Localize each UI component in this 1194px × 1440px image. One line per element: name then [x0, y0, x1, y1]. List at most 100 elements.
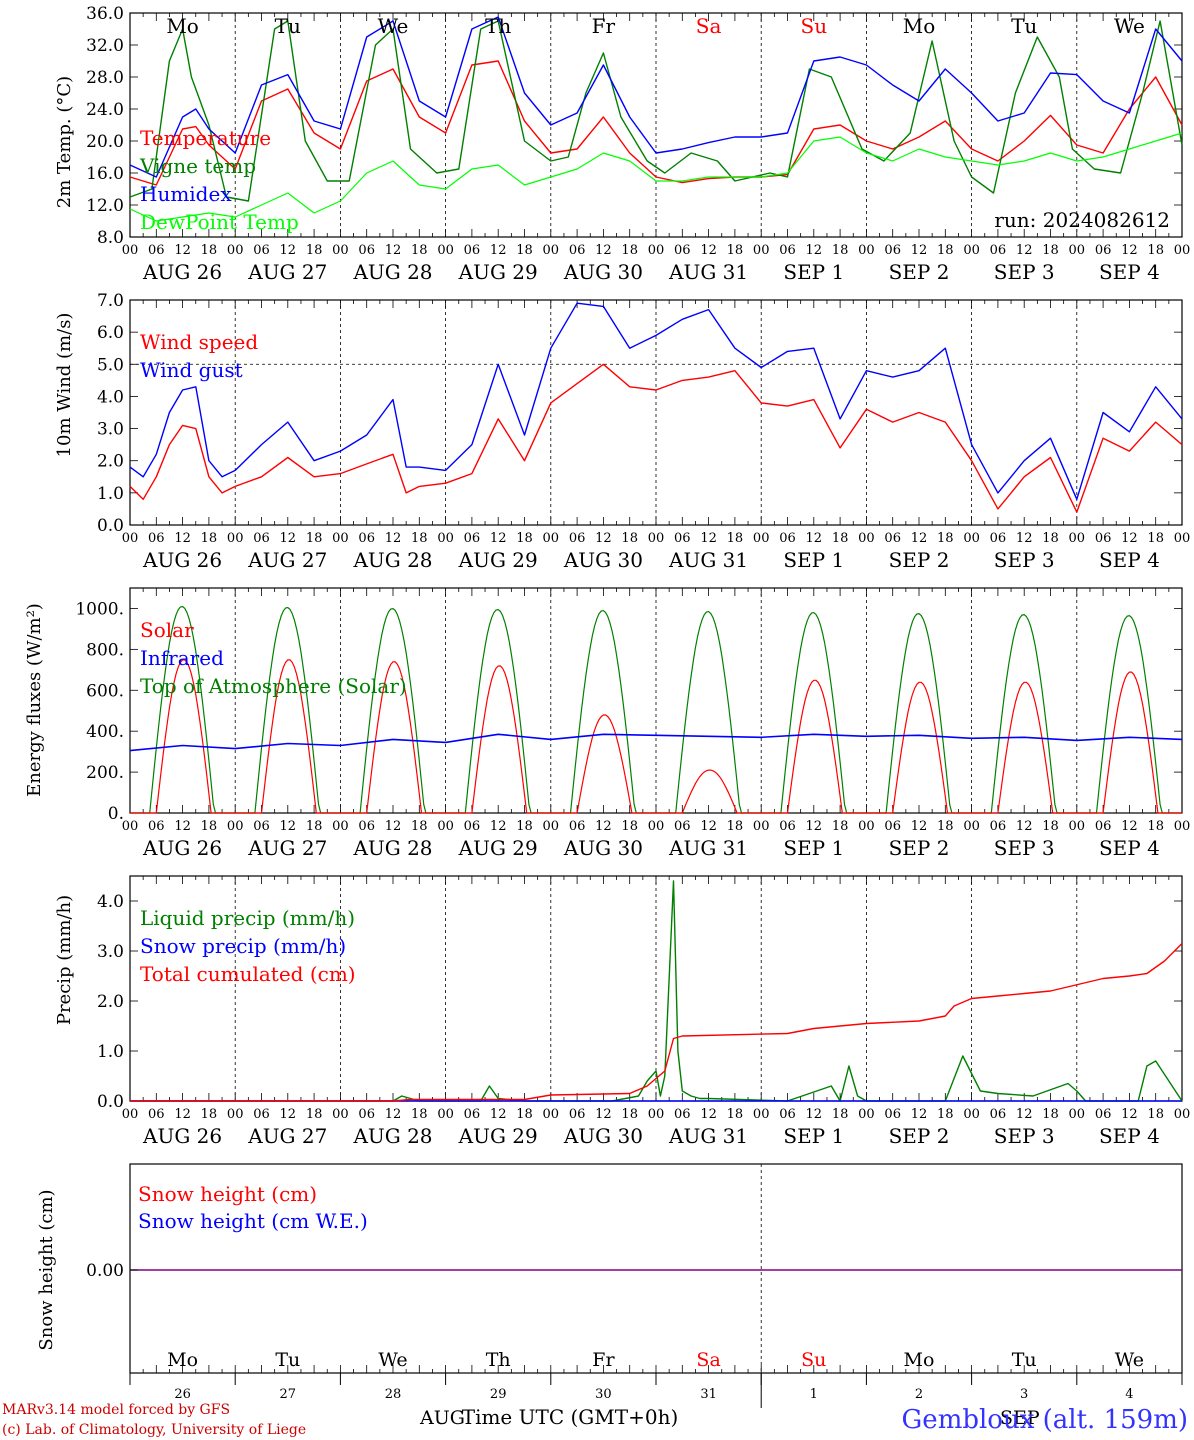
y-tick-label: 2.0 — [97, 452, 124, 472]
hour-tick-label: 00 — [1069, 1107, 1086, 1122]
legend-entry: Total cumulated (cm) — [140, 962, 356, 986]
day-name: Mo — [903, 14, 936, 38]
day-name: Th — [486, 1349, 511, 1371]
hour-tick-label: 12 — [174, 819, 191, 834]
day-name: We — [1115, 1349, 1144, 1371]
hour-tick-label: 18 — [832, 531, 849, 546]
hour-tick-label: 00 — [648, 531, 665, 546]
hour-tick-label: 00 — [332, 1107, 349, 1122]
hour-tick-label: 12 — [806, 1107, 823, 1122]
series-line — [129, 20, 1183, 202]
date-label: AUG 28 — [352, 260, 432, 284]
hour-tick-label: 06 — [464, 819, 481, 834]
hour-tick-label: 18 — [1042, 243, 1059, 258]
hour-tick-label: 06 — [569, 531, 586, 546]
date-label: SEP 4 — [1099, 836, 1160, 860]
day-number: 4 — [1125, 1387, 1133, 1402]
panel-3: 0. 200. 400. 600. 800. 1000. Solar Infrared Top … — [24, 587, 1191, 860]
hour-tick-label: 12 — [490, 819, 507, 834]
hour-tick-label: 12 — [385, 1107, 402, 1122]
hour-tick-label: 12 — [595, 819, 612, 834]
series-line — [129, 363, 1183, 513]
hour-tick-label: 06 — [674, 243, 691, 258]
series-line — [129, 302, 1183, 500]
hour-tick-label: 18 — [1147, 531, 1164, 546]
y-tick-label: 1000. — [75, 599, 124, 619]
hour-tick-label: 00 — [648, 1107, 665, 1122]
hour-tick-label: 00 — [122, 531, 139, 546]
hour-tick-label: 12 — [1016, 243, 1033, 258]
y-tick-label: 2.0 — [97, 992, 124, 1012]
hour-tick-label: 06 — [1095, 531, 1112, 546]
hour-tick-label: 06 — [253, 1107, 270, 1122]
hour-tick-label: 06 — [148, 819, 165, 834]
hour-tick-label: 18 — [937, 819, 954, 834]
legend-entry: Snow height (cm W.E.) — [138, 1209, 368, 1233]
date-label: SEP 2 — [889, 836, 950, 860]
hour-tick-label: 18 — [306, 531, 323, 546]
infrared-line — [129, 733, 1183, 752]
legend-entry: Liquid precip (mm/h) — [140, 906, 355, 930]
day-number: 27 — [280, 1387, 297, 1402]
hour-tick-label: 00 — [963, 531, 980, 546]
date-label: AUG 27 — [247, 260, 327, 284]
hour-tick-label: 18 — [201, 531, 218, 546]
date-label: SEP 1 — [783, 260, 844, 284]
hour-tick-label: 18 — [727, 243, 744, 258]
hour-tick-label: 12 — [385, 819, 402, 834]
date-label: AUG 30 — [563, 260, 643, 284]
y-tick-label: 16.0 — [86, 164, 124, 184]
day-number: 2 — [915, 1387, 923, 1402]
hour-tick-label: 06 — [779, 819, 796, 834]
day-name: Fr — [592, 1349, 615, 1371]
hour-tick-label: 06 — [884, 531, 901, 546]
y-tick-label: 5.0 — [97, 355, 124, 375]
hour-tick-label: 18 — [201, 819, 218, 834]
hour-tick-label: 00 — [122, 243, 139, 258]
hour-tick-label: 00 — [1174, 819, 1191, 834]
y-tick-label: 600. — [86, 681, 124, 701]
panel-5: 0.00 Snow height (cm) Snow height (cm W.E.… — [36, 1163, 1183, 1429]
hour-tick-label: 00 — [1069, 531, 1086, 546]
day-number: 28 — [385, 1387, 402, 1402]
y-tick-label: 4.0 — [97, 387, 124, 407]
hour-tick-label: 12 — [700, 1107, 717, 1122]
date-label: AUG 29 — [458, 836, 538, 860]
hour-tick-label: 06 — [569, 819, 586, 834]
hour-tick-label: 06 — [674, 819, 691, 834]
y-tick-label: 3.0 — [97, 942, 124, 962]
date-label: AUG 27 — [247, 548, 327, 572]
hour-tick-label: 12 — [174, 1107, 191, 1122]
hour-tick-label: 06 — [674, 531, 691, 546]
hour-tick-label: 18 — [411, 1107, 428, 1122]
hour-tick-label: 06 — [779, 531, 796, 546]
hour-tick-label: 00 — [437, 819, 454, 834]
date-label: AUG 31 — [668, 260, 748, 284]
date-label: AUG 28 — [352, 548, 432, 572]
hour-tick-label: 18 — [727, 531, 744, 546]
date-label: SEP 4 — [1099, 260, 1160, 284]
y-tick-label: 4.0 — [97, 892, 124, 912]
day-number: 31 — [700, 1387, 717, 1402]
hour-tick-label: 06 — [464, 1107, 481, 1122]
hour-tick-label: 12 — [595, 243, 612, 258]
y-tick-label: 400. — [86, 722, 124, 742]
hour-tick-label: 06 — [148, 1107, 165, 1122]
hour-tick-label: 00 — [332, 819, 349, 834]
date-label: SEP 2 — [889, 1124, 950, 1148]
date-label: SEP 1 — [783, 1124, 844, 1148]
day-number: 26 — [174, 1387, 191, 1402]
panel-2: 0.0 1.0 2.0 3.0 4.0 5.0 6.0 7.0 Wind speed Wind g… — [54, 291, 1190, 572]
credit-line-1: MARv3.14 model forced by GFS — [2, 1402, 230, 1418]
hour-tick-label: 00 — [963, 1107, 980, 1122]
hour-tick-label: 06 — [358, 819, 375, 834]
hour-tick-label: 00 — [753, 1107, 770, 1122]
hour-tick-label: 06 — [884, 819, 901, 834]
hour-tick-label: 12 — [911, 819, 928, 834]
hour-tick-label: 00 — [543, 1107, 560, 1122]
hour-tick-label: 18 — [832, 243, 849, 258]
day-name: Th — [485, 14, 511, 38]
hour-tick-label: 12 — [911, 1107, 928, 1122]
hour-tick-label: 18 — [516, 531, 533, 546]
